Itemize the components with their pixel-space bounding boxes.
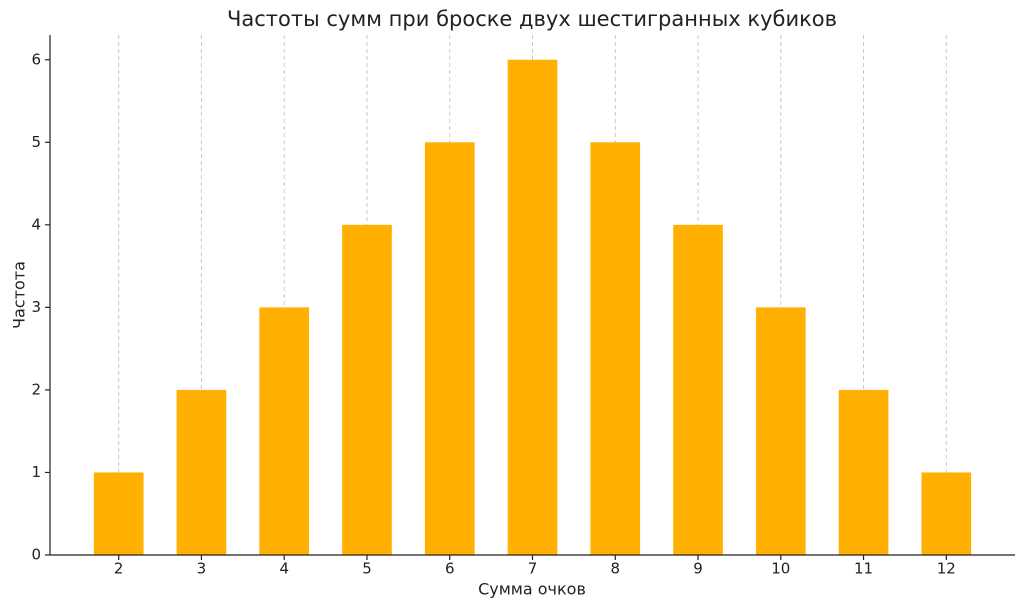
x-tick-label: 12 <box>937 560 956 578</box>
x-tick-label: 6 <box>445 560 455 578</box>
x-tick-label: 5 <box>362 560 372 578</box>
y-tick-label: 5 <box>31 133 41 151</box>
bar <box>673 224 723 556</box>
y-tick-label: 2 <box>31 380 41 398</box>
y-tick-label: 0 <box>31 546 41 564</box>
bar <box>838 389 889 555</box>
bar <box>176 389 227 555</box>
x-tick-label: 10 <box>771 560 790 578</box>
x-tick-label: 3 <box>197 560 207 578</box>
x-tick-label: 8 <box>610 560 620 578</box>
bar <box>755 307 806 555</box>
y-tick-label: 4 <box>31 215 41 233</box>
x-tick-label: 2 <box>114 560 124 578</box>
y-tick-label: 3 <box>31 298 41 316</box>
bar <box>921 472 972 555</box>
x-tick-label: 11 <box>854 560 873 578</box>
x-axis-label: Сумма очков <box>478 580 586 599</box>
x-tick-label: 4 <box>279 560 289 578</box>
bar <box>259 307 310 555</box>
x-tick-label: 9 <box>693 560 703 578</box>
bar <box>590 142 641 556</box>
bar <box>93 472 144 555</box>
bar <box>507 59 558 556</box>
y-tick-label: 1 <box>31 463 41 481</box>
bar <box>342 224 392 556</box>
y-tick-label: 6 <box>31 50 41 68</box>
y-axis-label: Частота <box>10 261 29 329</box>
bar <box>424 142 475 556</box>
chart-title: Частоты сумм при броске двух шестигранны… <box>227 7 837 31</box>
x-tick-label: 7 <box>528 560 538 578</box>
